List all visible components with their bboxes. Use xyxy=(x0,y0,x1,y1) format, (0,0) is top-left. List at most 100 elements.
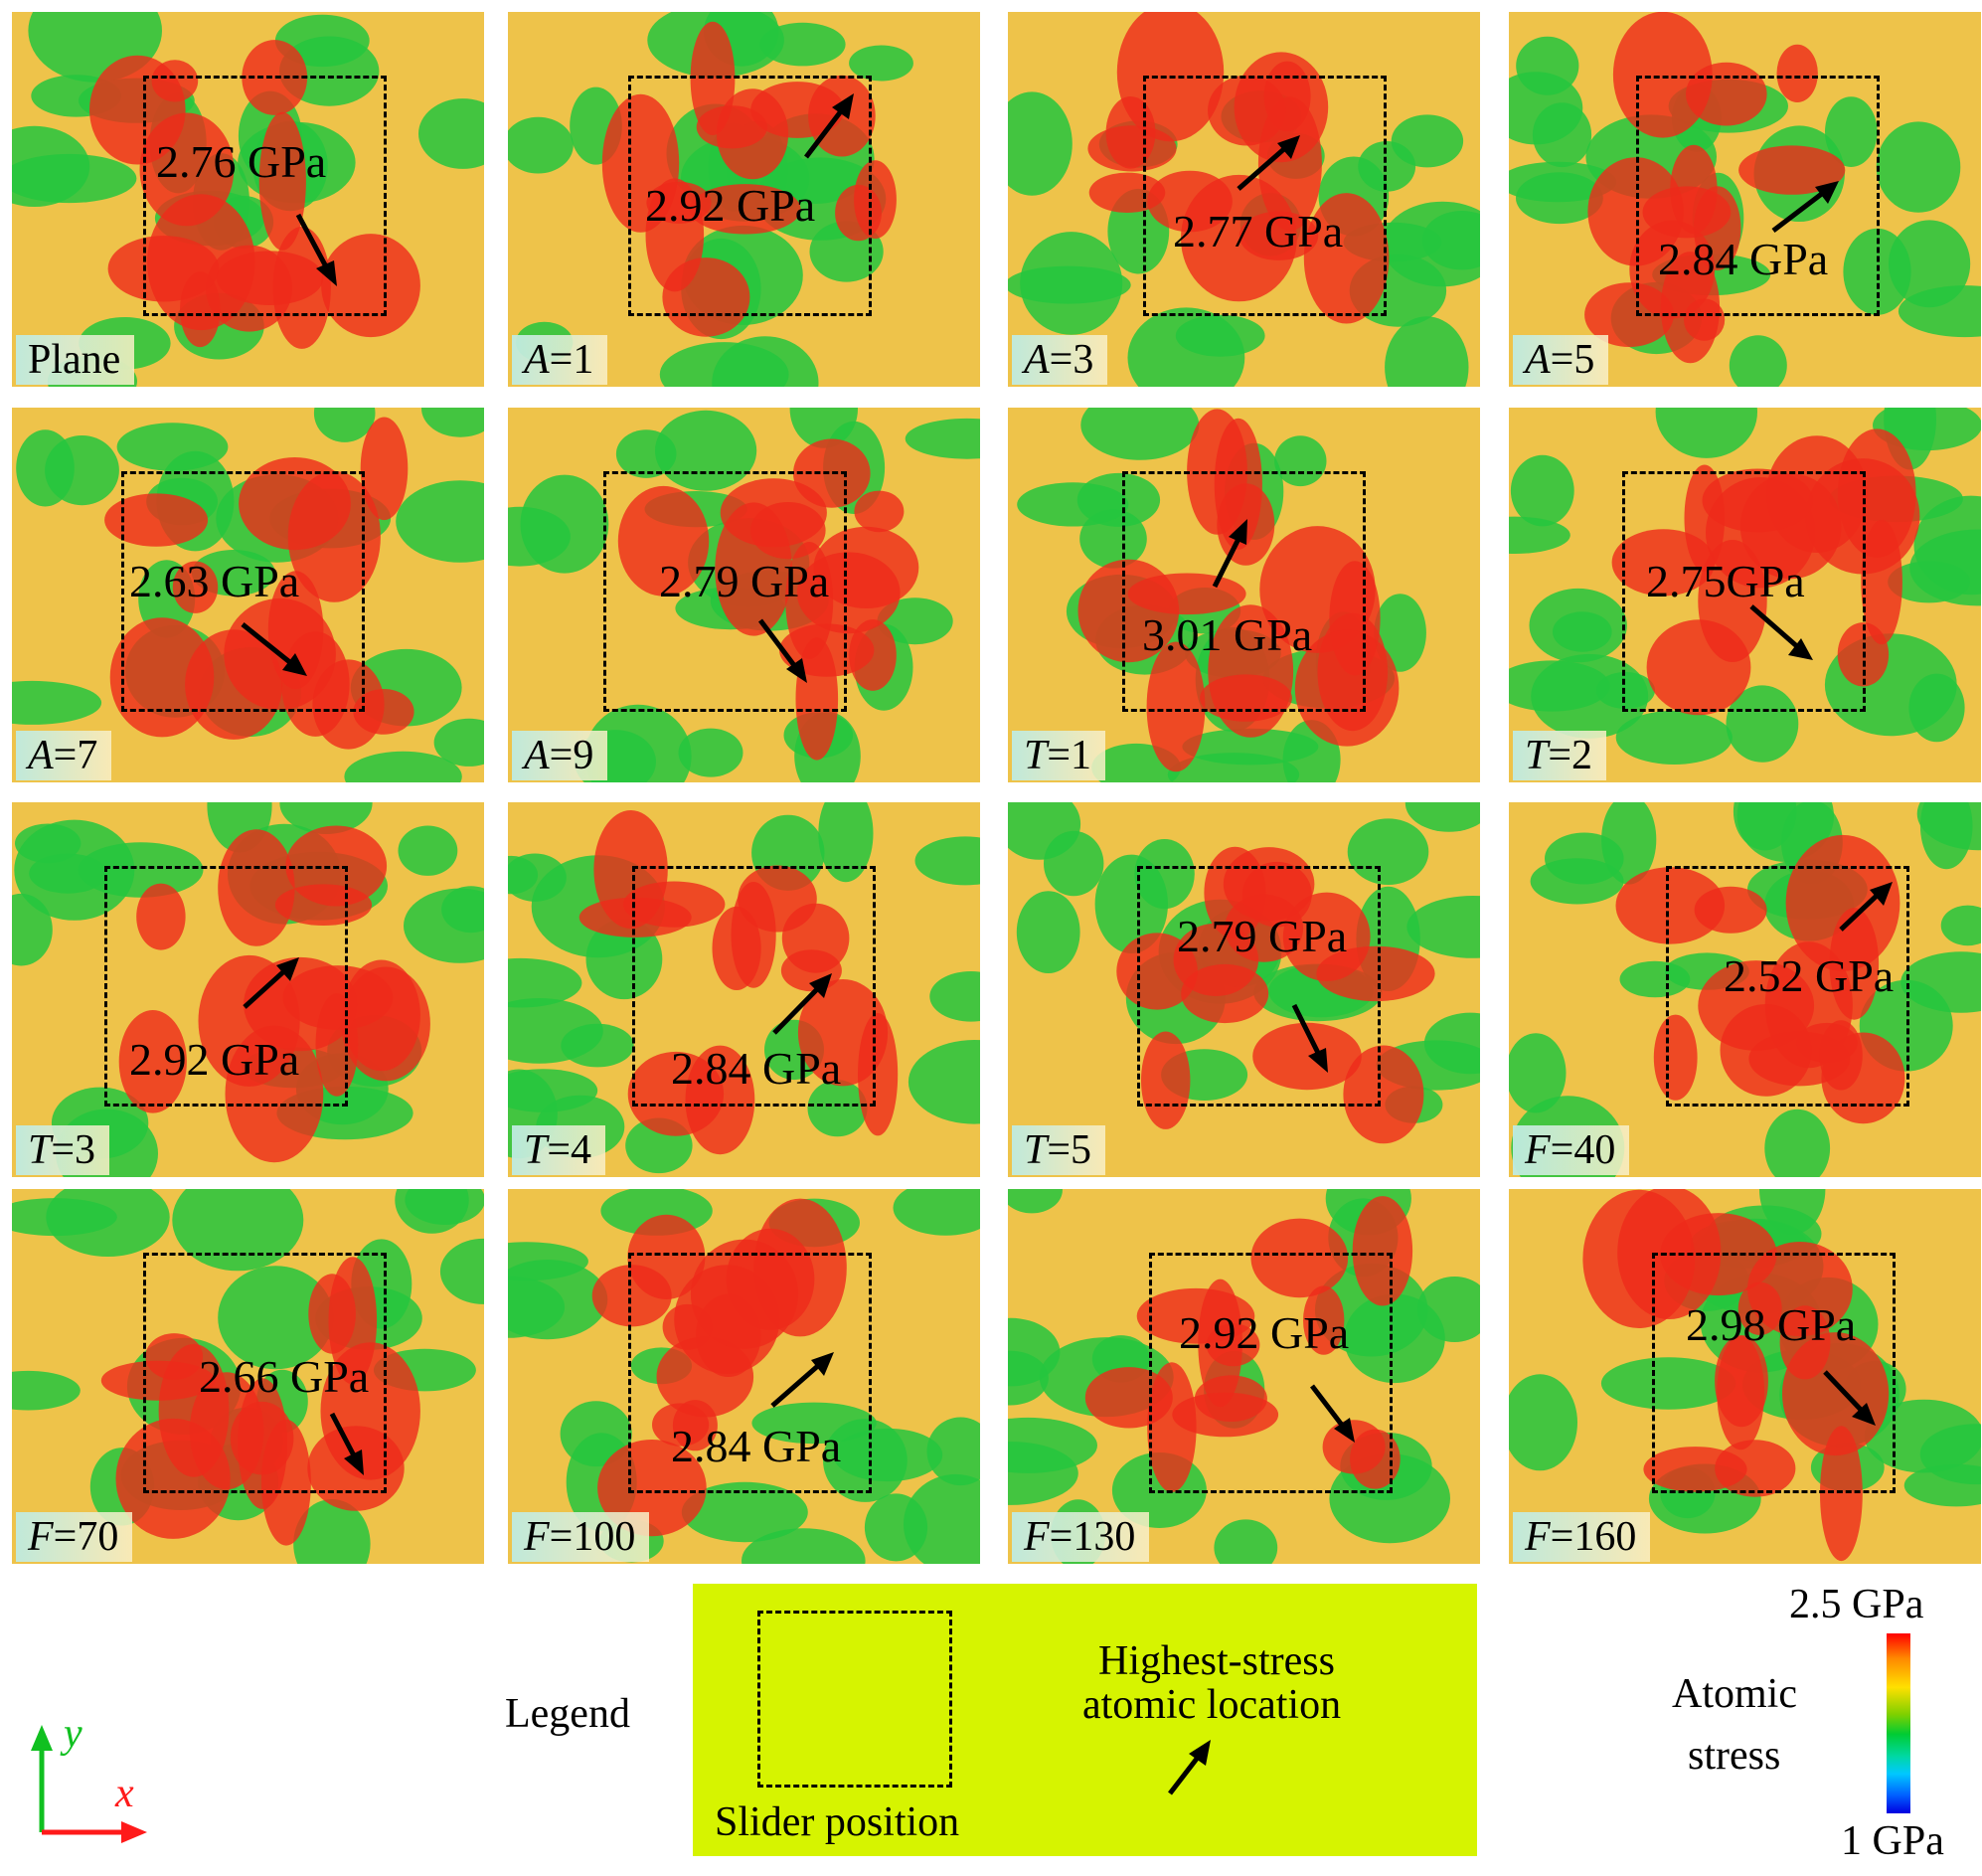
stress-map-panel: 2.98 GPa F=160 xyxy=(1509,1189,1981,1564)
stress-map-low-region xyxy=(1601,802,1657,885)
stress-map-low-region xyxy=(218,1266,334,1370)
stress-map-low-region xyxy=(172,1189,304,1272)
stress-map-high-region xyxy=(1105,96,1156,169)
stress-map-high-region xyxy=(690,1239,799,1349)
stress-map-low-region xyxy=(433,718,484,767)
stress-map-high-region xyxy=(1343,1045,1424,1144)
max-stress-value: 2.76 GPa xyxy=(156,136,327,187)
stress-map-low-region xyxy=(1020,232,1123,335)
panel-label: A=3 xyxy=(1012,335,1108,385)
colorbar-min-label: 1 GPa xyxy=(1841,1818,1944,1864)
stress-map xyxy=(1509,802,1981,1177)
stress-map-low-region xyxy=(396,480,484,563)
stress-map-low-region xyxy=(1908,673,1965,743)
stress-map-high-region xyxy=(1820,1426,1863,1562)
slider-position-box xyxy=(1137,866,1381,1107)
stress-map-high-region xyxy=(672,1400,718,1451)
stress-map-low-region xyxy=(404,888,484,963)
stress-map-panel: 2.92 GPa A=1 xyxy=(508,12,980,387)
stress-map-low-region xyxy=(293,1499,371,1564)
stress-map-high-region xyxy=(1250,1218,1349,1298)
stress-map-low-region xyxy=(905,418,980,459)
stress-map-high-region xyxy=(1352,1196,1413,1306)
stress-map-high-region xyxy=(1698,540,1767,662)
stress-map-low-region xyxy=(1825,96,1878,167)
stress-map-low-region xyxy=(1416,1277,1480,1342)
stress-map-low-region xyxy=(926,1417,980,1486)
axis-y-label: y xyxy=(64,1711,83,1757)
slider-position-box xyxy=(1122,471,1366,712)
stress-map-high-region xyxy=(849,619,897,691)
slider-position-box xyxy=(1652,1253,1896,1493)
panel-label: A=9 xyxy=(512,731,608,780)
stress-map-low-region xyxy=(929,971,980,1022)
stress-map-low-region xyxy=(12,125,90,207)
stress-map-low-region xyxy=(1044,830,1104,897)
stress-map-high-region xyxy=(597,1440,707,1537)
slider-position-box xyxy=(143,76,387,316)
stress-map-low-region xyxy=(1726,685,1799,763)
max-stress-value: 2.75GPa xyxy=(1646,556,1805,606)
stress-map-high-region xyxy=(1611,529,1716,597)
stress-map-low-region xyxy=(12,1198,117,1237)
stress-map xyxy=(508,408,980,782)
max-stress-value: 2.79 GPa xyxy=(1177,911,1348,961)
xy-axes-icon xyxy=(31,1725,147,1843)
stress-map-high-region xyxy=(1077,559,1180,663)
stress-map-low-region xyxy=(1080,408,1200,460)
colorbar-title-line1: Atomic xyxy=(1672,1671,1797,1717)
legend-arrow-icon xyxy=(1168,1740,1211,1795)
max-stress-value: 3.01 GPa xyxy=(1142,609,1313,660)
stress-map-high-region xyxy=(1702,468,1813,533)
stress-map-low-region xyxy=(849,45,913,82)
legend-highest-stress-line2: atomic location xyxy=(1082,1682,1342,1728)
colorbar-max-label: 2.5 GPa xyxy=(1789,1582,1924,1627)
stress-map-low-region xyxy=(1600,1357,1736,1410)
stress-map xyxy=(12,802,484,1177)
slider-position-box xyxy=(1622,471,1866,712)
stress-map-low-region xyxy=(1404,802,1480,832)
stress-map-high-region xyxy=(1088,172,1166,213)
stress-map-low-region xyxy=(1214,1519,1278,1564)
stress-map-low-region xyxy=(908,1040,980,1124)
max-stress-value: 2.84 GPa xyxy=(671,1043,842,1094)
stress-map-high-region xyxy=(1819,1020,1863,1091)
stress-map-high-region xyxy=(1747,1242,1853,1337)
stress-map xyxy=(1008,12,1480,387)
stress-map-low-region xyxy=(1729,335,1787,387)
stress-map-low-region xyxy=(914,836,980,886)
stress-map-high-region xyxy=(1206,1323,1260,1367)
slider-position-box xyxy=(1143,76,1387,316)
stress-map-high-region xyxy=(813,526,919,608)
stress-map-low-region xyxy=(1008,1189,1063,1214)
panel-label: T=1 xyxy=(1012,731,1106,780)
stress-map-low-region xyxy=(1553,611,1612,652)
stress-map-high-region xyxy=(854,490,905,533)
stress-map-high-region xyxy=(1653,1014,1698,1101)
stress-map-high-region xyxy=(230,1401,294,1475)
stress-map xyxy=(1008,802,1480,1177)
stress-map-low-region xyxy=(508,1069,598,1112)
stress-map-low-region xyxy=(1509,161,1617,203)
stress-map-high-region xyxy=(100,1360,216,1401)
stress-map-low-region xyxy=(1898,285,1981,338)
slider-position-box xyxy=(628,1253,872,1493)
stress-map-panel: 2.79 GPa A=9 xyxy=(508,408,980,782)
stress-map xyxy=(508,12,980,387)
stress-map-low-region xyxy=(418,98,484,169)
stress-map-low-region xyxy=(12,680,102,725)
stress-map-panel: 2.84 GPa T=4 xyxy=(508,802,980,1177)
stress-map-low-region xyxy=(508,1242,588,1281)
stress-map-high-region xyxy=(591,1265,672,1327)
stress-map-high-region xyxy=(225,1025,324,1163)
stress-map-low-region xyxy=(807,1080,868,1137)
max-stress-value: 2.52 GPa xyxy=(1724,950,1895,1001)
stress-map-high-region xyxy=(1181,963,1269,1024)
stress-map-low-region xyxy=(1940,905,1981,946)
legend-title: Legend xyxy=(505,1691,630,1737)
panel-label: T=5 xyxy=(1012,1125,1106,1175)
stress-map-panel: 2.52 GPa F=40 xyxy=(1509,802,1981,1177)
stress-map-low-region xyxy=(313,408,376,442)
stress-map-low-region xyxy=(1509,660,1610,712)
stress-map-low-region xyxy=(655,410,757,491)
